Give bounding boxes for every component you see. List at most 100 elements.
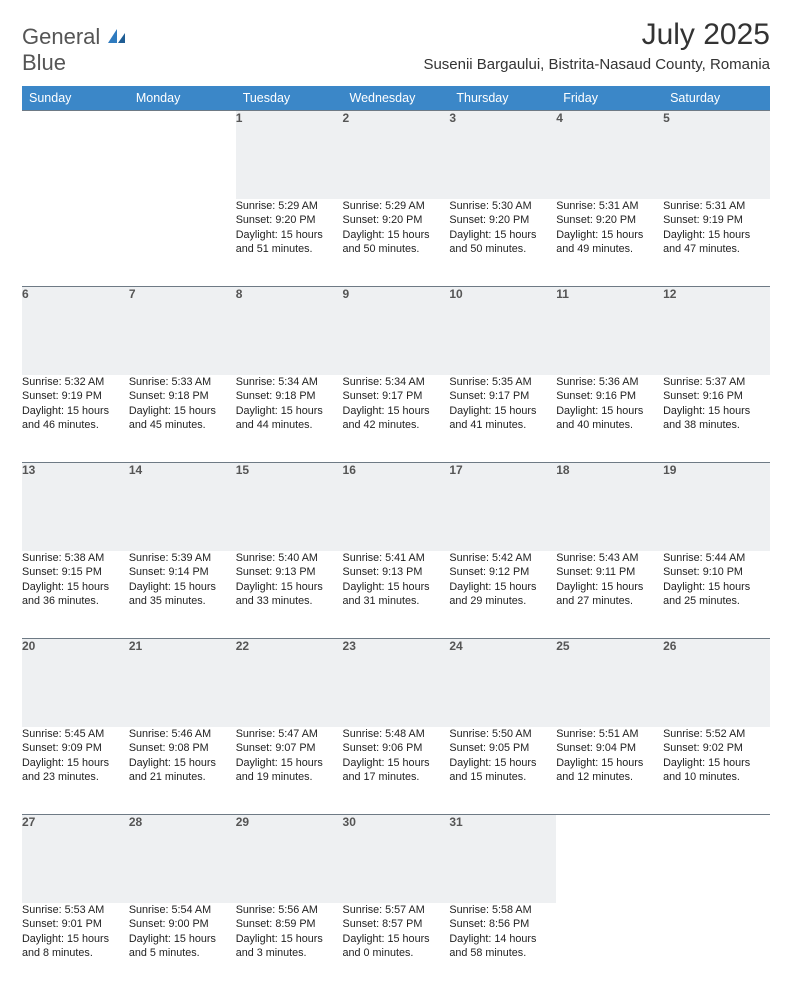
day-dl: Daylight: 15 hours and 51 minutes. — [236, 228, 343, 257]
day-dl: Daylight: 15 hours and 45 minutes. — [129, 404, 236, 433]
day-sr: Sunrise: 5:30 AM — [449, 199, 556, 214]
label: Sunrise: — [129, 376, 172, 388]
logo-sail-icon — [107, 28, 127, 44]
day-ss: Sunset: 9:20 PM — [236, 213, 343, 228]
value: 9:20 PM — [382, 214, 422, 226]
label: Sunset: — [22, 566, 62, 578]
value: 5:31 AM — [599, 200, 639, 212]
day-ss: Sunset: 9:02 PM — [663, 741, 770, 756]
day-dl: Daylight: 15 hours and 10 minutes. — [663, 756, 770, 785]
day-content-cell: Sunrise: 5:50 AMSunset: 9:05 PMDaylight:… — [449, 727, 556, 815]
day-number-cell: 28 — [129, 815, 236, 903]
day-number-cell: 27 — [22, 815, 129, 903]
logo-text: General Blue — [22, 24, 127, 76]
value: 9:02 PM — [703, 742, 743, 754]
label: Sunset: — [129, 566, 169, 578]
value: 5:48 AM — [385, 728, 425, 740]
day-sr: Sunrise: 5:50 AM — [449, 727, 556, 742]
day-content-cell: Sunrise: 5:39 AMSunset: 9:14 PMDaylight:… — [129, 551, 236, 639]
day-number: 4 — [556, 111, 563, 125]
day-number: 27 — [22, 815, 35, 829]
value: 5:38 AM — [65, 552, 105, 564]
logo: General Blue — [22, 18, 127, 76]
day-dl: Daylight: 15 hours and 0 minutes. — [343, 932, 450, 961]
day-number: 29 — [236, 815, 249, 829]
day-ss: Sunset: 9:16 PM — [663, 389, 770, 404]
label: Daylight: — [556, 229, 601, 241]
day-dl: Daylight: 15 hours and 49 minutes. — [556, 228, 663, 257]
value: 5:40 AM — [278, 552, 318, 564]
label: Sunset: — [343, 214, 383, 226]
label: Sunrise: — [343, 904, 386, 916]
label: Daylight: — [663, 229, 708, 241]
day-content-cell: Sunrise: 5:30 AMSunset: 9:20 PMDaylight:… — [449, 199, 556, 287]
day-number-cell: 10 — [449, 287, 556, 375]
label: Sunset: — [22, 918, 62, 930]
day-dl: Daylight: 15 hours and 3 minutes. — [236, 932, 343, 961]
value: 5:42 AM — [492, 552, 532, 564]
value: 5:52 AM — [706, 728, 746, 740]
day-ss: Sunset: 9:20 PM — [343, 213, 450, 228]
day-number: 13 — [22, 463, 35, 477]
label: Sunrise: — [22, 728, 65, 740]
value: 5:43 AM — [599, 552, 639, 564]
weekday-header: Thursday — [449, 86, 556, 111]
label: Sunrise: — [556, 200, 599, 212]
logo-line1: General — [22, 24, 100, 49]
day-ss: Sunset: 9:00 PM — [129, 917, 236, 932]
value: 9:09 PM — [62, 742, 102, 754]
weekday-header: Monday — [129, 86, 236, 111]
day-number: 14 — [129, 463, 142, 477]
day-number: 9 — [343, 287, 350, 301]
day-dl: Daylight: 15 hours and 23 minutes. — [22, 756, 129, 785]
value: 5:35 AM — [492, 376, 532, 388]
day-dl: Daylight: 15 hours and 46 minutes. — [22, 404, 129, 433]
label: Sunrise: — [449, 552, 492, 564]
day-content-cell: Sunrise: 5:56 AMSunset: 8:59 PMDaylight:… — [236, 903, 343, 991]
value: 5:31 AM — [706, 200, 746, 212]
weekday-header: Saturday — [663, 86, 770, 111]
weekday-header: Sunday — [22, 86, 129, 111]
value: 9:18 PM — [275, 390, 315, 402]
day-number-cell: 13 — [22, 463, 129, 551]
day-dl: Daylight: 15 hours and 50 minutes. — [449, 228, 556, 257]
day-dl: Daylight: 15 hours and 8 minutes. — [22, 932, 129, 961]
day-ss: Sunset: 9:15 PM — [22, 565, 129, 580]
label: Daylight: — [129, 933, 174, 945]
day-content-cell — [22, 199, 129, 287]
label: Daylight: — [663, 405, 708, 417]
day-content-cell: Sunrise: 5:41 AMSunset: 9:13 PMDaylight:… — [343, 551, 450, 639]
day-content-row: Sunrise: 5:29 AMSunset: 9:20 PMDaylight:… — [22, 199, 770, 287]
day-number-cell: 1 — [236, 111, 343, 199]
value: 9:07 PM — [275, 742, 315, 754]
day-sr: Sunrise: 5:52 AM — [663, 727, 770, 742]
label: Sunrise: — [663, 552, 706, 564]
day-dl: Daylight: 15 hours and 44 minutes. — [236, 404, 343, 433]
day-number: 2 — [343, 111, 350, 125]
label: Sunset: — [236, 566, 276, 578]
day-sr: Sunrise: 5:34 AM — [236, 375, 343, 390]
day-number-cell: 29 — [236, 815, 343, 903]
day-ss: Sunset: 8:59 PM — [236, 917, 343, 932]
label: Sunrise: — [556, 552, 599, 564]
day-sr: Sunrise: 5:39 AM — [129, 551, 236, 566]
value: 5:50 AM — [492, 728, 532, 740]
day-content-cell: Sunrise: 5:40 AMSunset: 9:13 PMDaylight:… — [236, 551, 343, 639]
value: 5:39 AM — [171, 552, 211, 564]
value: 9:20 PM — [489, 214, 529, 226]
label: Daylight: — [22, 405, 67, 417]
day-content-cell: Sunrise: 5:31 AMSunset: 9:20 PMDaylight:… — [556, 199, 663, 287]
value: 9:15 PM — [62, 566, 102, 578]
day-ss: Sunset: 9:04 PM — [556, 741, 663, 756]
day-number-cell: 3 — [449, 111, 556, 199]
day-content-cell — [556, 903, 663, 991]
calendar-body: 12345Sunrise: 5:29 AMSunset: 9:20 PMDayl… — [22, 111, 770, 991]
day-sr: Sunrise: 5:46 AM — [129, 727, 236, 742]
day-sr: Sunrise: 5:58 AM — [449, 903, 556, 918]
day-sr: Sunrise: 5:29 AM — [343, 199, 450, 214]
label: Sunrise: — [449, 376, 492, 388]
day-number-cell: 22 — [236, 639, 343, 727]
day-ss: Sunset: 9:06 PM — [343, 741, 450, 756]
label: Sunrise: — [449, 728, 492, 740]
label: Daylight: — [449, 229, 494, 241]
